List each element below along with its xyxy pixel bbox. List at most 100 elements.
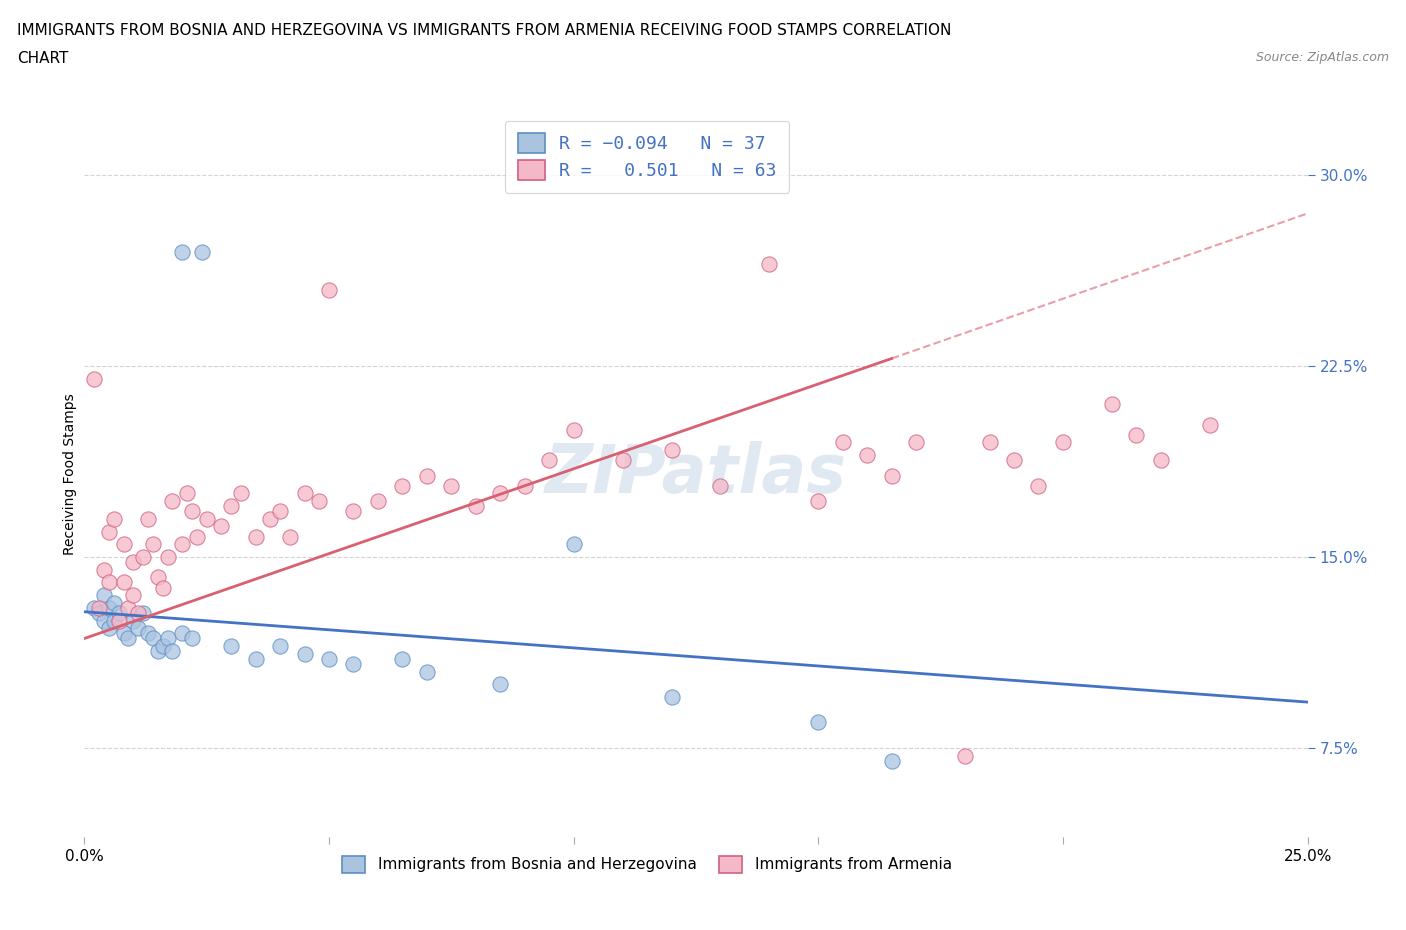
Point [294,646,316,661]
Point [953,748,976,763]
Point [342,504,364,519]
Point [905,435,928,450]
Point [758,257,780,272]
Point [112,626,135,641]
Text: CHART: CHART [17,51,69,66]
Point [440,478,463,493]
Point [186,529,208,544]
Point [612,453,634,468]
Point [979,435,1001,450]
Point [831,435,853,450]
Point [122,613,145,628]
Point [87,605,110,620]
Point [229,486,252,501]
Point [245,529,267,544]
Point [112,537,135,551]
Point [367,494,389,509]
Point [87,601,110,616]
Point [97,525,120,539]
Point [1125,428,1147,443]
Point [1150,453,1173,468]
Point [1002,453,1025,468]
Point [93,563,115,578]
Point [391,478,413,493]
Point [122,588,145,603]
Point [112,575,135,590]
Point [132,605,155,620]
Point [191,245,214,259]
Point [661,443,683,458]
Point [416,468,439,483]
Point [103,613,125,628]
Point [308,494,330,509]
Text: IMMIGRANTS FROM BOSNIA AND HERZEGOVINA VS IMMIGRANTS FROM ARMENIA RECEIVING FOOD: IMMIGRANTS FROM BOSNIA AND HERZEGOVINA V… [17,23,952,38]
Point [1052,435,1074,450]
Point [342,657,364,671]
Point [117,601,139,616]
Point [807,715,830,730]
Point [294,486,316,501]
Point [391,651,413,666]
Point [489,677,512,692]
Point [513,478,536,493]
Point [1028,478,1050,493]
Text: ZIPatlas: ZIPatlas [546,442,846,507]
Point [219,498,242,513]
Point [259,512,281,526]
Point [117,631,139,646]
Point [107,605,129,620]
Point [152,639,174,654]
Point [156,550,179,565]
Point [562,422,585,437]
Point [146,644,169,658]
Point [122,554,145,569]
Point [156,631,179,646]
Point [464,498,486,513]
Point [1101,397,1123,412]
Point [209,519,232,534]
Point [107,613,129,628]
Point [97,621,120,636]
Point [136,626,159,641]
Point [219,639,242,654]
Point [162,494,184,509]
Point [142,537,165,551]
Point [97,601,120,616]
Point [278,529,301,544]
Point [709,478,731,493]
Legend: Immigrants from Bosnia and Herzegovina, Immigrants from Armenia: Immigrants from Bosnia and Herzegovina, … [335,848,959,880]
Point [142,631,165,646]
Y-axis label: Receiving Food Stamps: Receiving Food Stamps [63,393,77,555]
Point [318,651,340,666]
Point [181,504,204,519]
Point [172,537,194,551]
Point [172,245,194,259]
Point [132,550,155,565]
Point [181,631,204,646]
Point [661,689,683,704]
Point [83,601,105,616]
Point [103,595,125,610]
Point [93,613,115,628]
Point [245,651,267,666]
Point [127,605,149,620]
Point [856,447,879,462]
Text: Source: ZipAtlas.com: Source: ZipAtlas.com [1256,51,1389,64]
Point [172,626,194,641]
Point [880,753,903,768]
Point [176,486,198,501]
Point [489,486,512,501]
Point [416,664,439,679]
Point [83,371,105,386]
Point [269,504,291,519]
Point [152,580,174,595]
Point [318,283,340,298]
Point [562,537,585,551]
Point [269,639,291,654]
Point [195,512,218,526]
Point [807,494,830,509]
Point [162,644,184,658]
Point [97,575,120,590]
Point [127,621,149,636]
Point [880,468,903,483]
